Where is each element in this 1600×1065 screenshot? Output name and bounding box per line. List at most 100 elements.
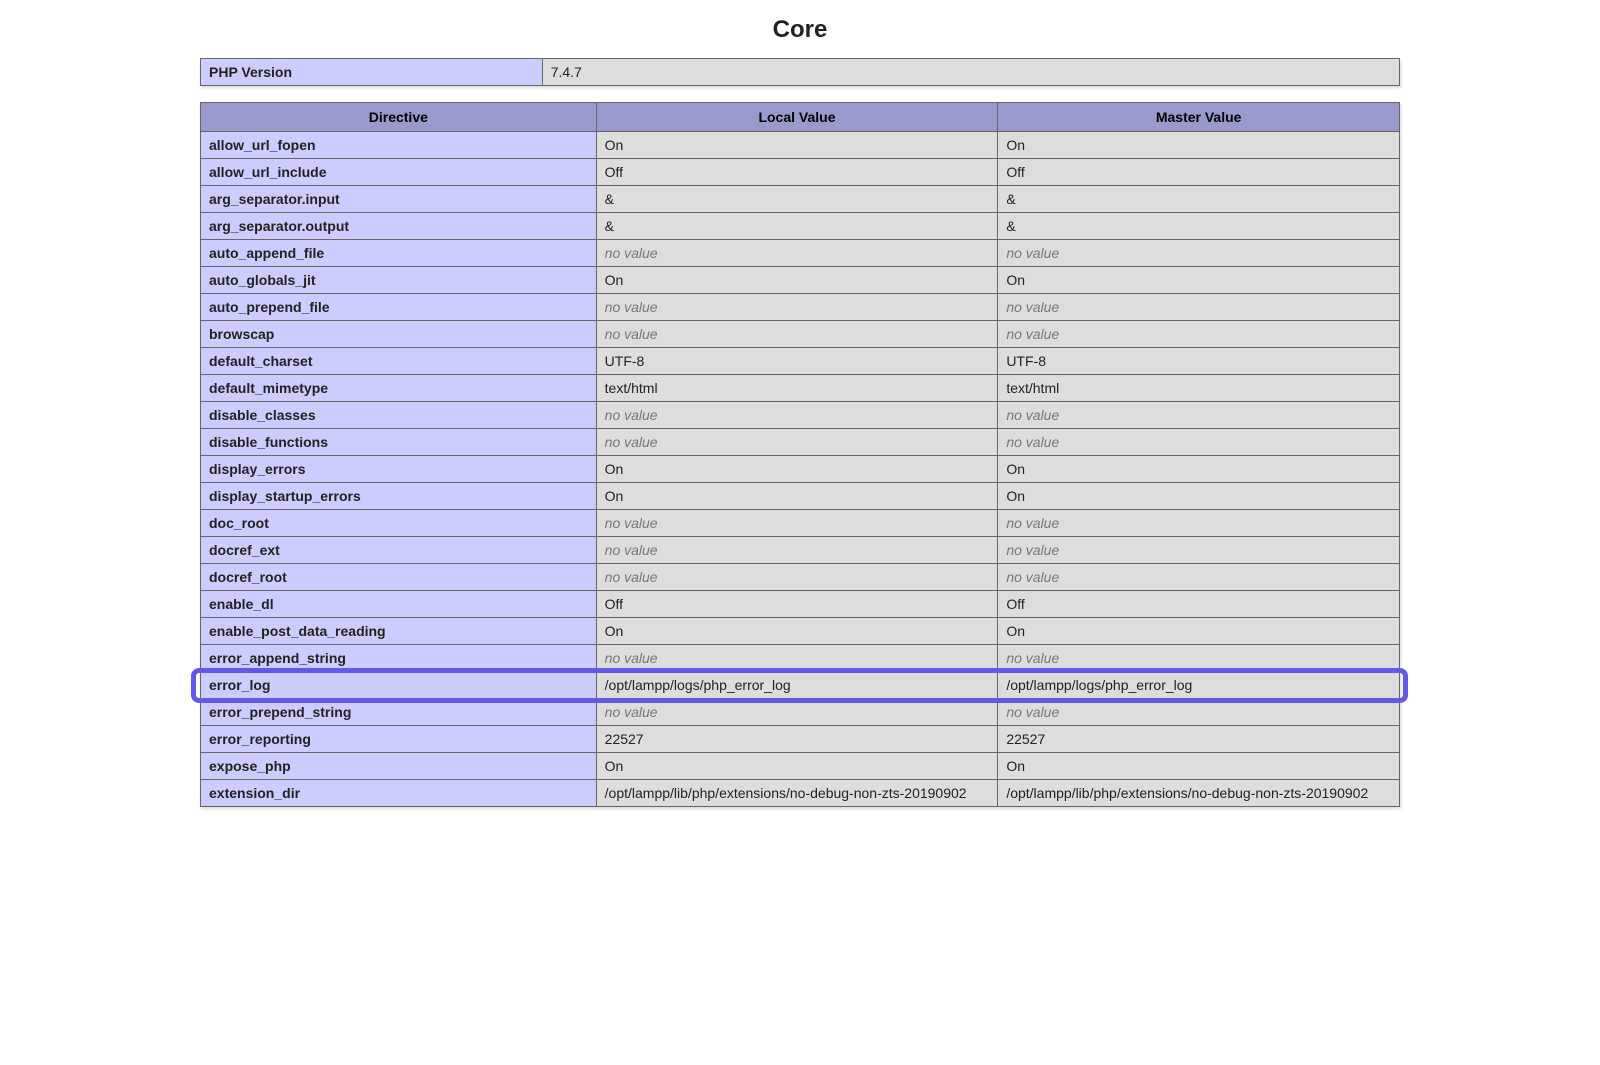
no-value-text: no value [1006, 326, 1059, 342]
table-row: auto_append_fileno valueno value [201, 240, 1400, 267]
directive-name: error_reporting [201, 726, 597, 753]
directive-name: display_startup_errors [201, 483, 597, 510]
no-value-text: no value [605, 245, 658, 261]
table-row: error_prepend_stringno valueno value [201, 699, 1400, 726]
table-row: docref_rootno valueno value [201, 564, 1400, 591]
directive-master: On [998, 618, 1400, 645]
no-value-text: no value [605, 326, 658, 342]
directive-local: /opt/lampp/logs/php_error_log [596, 672, 998, 699]
directive-name: docref_ext [201, 537, 597, 564]
directive-local: On [596, 753, 998, 780]
directive-master: /opt/lampp/lib/php/extensions/no-debug-n… [998, 780, 1400, 807]
directive-name: allow_url_fopen [201, 132, 597, 159]
table-row: arg_separator.input&& [201, 186, 1400, 213]
directive-local: no value [596, 564, 998, 591]
version-label: PHP Version [201, 59, 543, 86]
no-value-text: no value [605, 650, 658, 666]
no-value-text: no value [1006, 704, 1059, 720]
directive-name: docref_root [201, 564, 597, 591]
no-value-text: no value [1006, 542, 1059, 558]
no-value-text: no value [1006, 299, 1059, 315]
directive-master: no value [998, 645, 1400, 672]
table-row: display_errorsOnOn [201, 456, 1400, 483]
directive-name: default_charset [201, 348, 597, 375]
table-row: error_reporting2252722527 [201, 726, 1400, 753]
directive-master: On [998, 753, 1400, 780]
directives-container: Directive Local Value Master Value allow… [200, 102, 1400, 807]
directive-local: On [596, 618, 998, 645]
directive-master: Off [998, 159, 1400, 186]
directive-master: 22527 [998, 726, 1400, 753]
directive-local: no value [596, 402, 998, 429]
table-row: docref_ext no value no value [201, 537, 1400, 564]
directive-name: arg_separator.input [201, 186, 597, 213]
directive-master: no value [998, 321, 1400, 348]
table-row: auto_globals_jitOnOn [201, 267, 1400, 294]
directive-master: text/html [998, 375, 1400, 402]
directive-master: no value [998, 429, 1400, 456]
directive-master: no value [998, 402, 1400, 429]
no-value-text: no value [1006, 515, 1059, 531]
no-value-text: no value [1006, 245, 1059, 261]
table-row: default_charsetUTF-8UTF-8 [201, 348, 1400, 375]
table-row: browscapno valueno value [201, 321, 1400, 348]
directive-master: On [998, 267, 1400, 294]
table-row: enable_post_data_readingOnOn [201, 618, 1400, 645]
directive-local: no value [596, 645, 998, 672]
directive-master: no value [998, 294, 1400, 321]
directive-local: no value [596, 321, 998, 348]
directive-name: error_prepend_string [201, 699, 597, 726]
table-row: default_mimetypetext/htmltext/html [201, 375, 1400, 402]
no-value-text: no value [605, 542, 658, 558]
directive-local: Off [596, 591, 998, 618]
directive-name: disable_classes [201, 402, 597, 429]
no-value-text: no value [605, 407, 658, 423]
table-row: doc_root no value no value [201, 510, 1400, 537]
directive-local: UTF-8 [596, 348, 998, 375]
directive-master: no value [998, 510, 1400, 537]
table-row: expose_phpOnOn [201, 753, 1400, 780]
directive-master: no value [998, 240, 1400, 267]
table-row: extension_dir/opt/lampp/lib/php/extensio… [201, 780, 1400, 807]
directive-name: doc_root [201, 510, 597, 537]
directive-master: & [998, 213, 1400, 240]
directive-name: display_errors [201, 456, 597, 483]
no-value-text: no value [605, 515, 658, 531]
table-row: allow_url_includeOffOff [201, 159, 1400, 186]
directive-name: auto_globals_jit [201, 267, 597, 294]
directive-master: On [998, 456, 1400, 483]
directive-master: Off [998, 591, 1400, 618]
no-value-text: no value [1006, 407, 1059, 423]
header-local: Local Value [596, 103, 998, 132]
directive-local: no value [596, 429, 998, 456]
table-row: error_log/opt/lampp/logs/php_error_log/o… [201, 672, 1400, 699]
header-row: Directive Local Value Master Value [201, 103, 1400, 132]
table-row: error_append_stringno valueno value [201, 645, 1400, 672]
no-value-text: no value [1006, 569, 1059, 585]
table-row: disable_classes no value no value [201, 402, 1400, 429]
directive-name: enable_post_data_reading [201, 618, 597, 645]
directive-local: On [596, 267, 998, 294]
directive-master: UTF-8 [998, 348, 1400, 375]
directive-local: no value [596, 699, 998, 726]
directive-name: error_log [201, 672, 597, 699]
table-row: enable_dlOffOff [201, 591, 1400, 618]
directive-name: enable_dl [201, 591, 597, 618]
directive-master: no value [998, 564, 1400, 591]
directive-master: On [998, 132, 1400, 159]
directive-master: no value [998, 699, 1400, 726]
directive-local: 22527 [596, 726, 998, 753]
directive-local: On [596, 483, 998, 510]
table-row: allow_url_fopenOnOn [201, 132, 1400, 159]
directive-local: Off [596, 159, 998, 186]
directive-name: auto_prepend_file [201, 294, 597, 321]
directive-master: On [998, 483, 1400, 510]
directive-master: /opt/lampp/logs/php_error_log [998, 672, 1400, 699]
directive-name: arg_separator.output [201, 213, 597, 240]
version-row: PHP Version 7.4.7 [201, 59, 1400, 86]
directive-local: On [596, 456, 998, 483]
directive-name: disable_functions [201, 429, 597, 456]
version-table: PHP Version 7.4.7 [200, 58, 1400, 86]
directive-name: extension_dir [201, 780, 597, 807]
version-value: 7.4.7 [542, 59, 1399, 86]
